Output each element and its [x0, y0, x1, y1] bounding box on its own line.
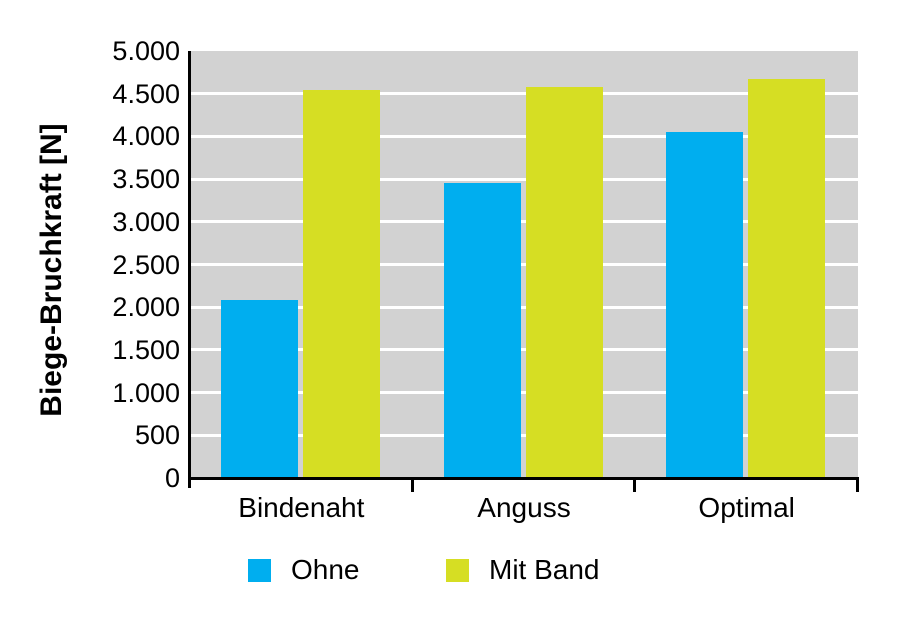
- gridline: [190, 220, 858, 224]
- y-tick-label: 500: [134, 420, 180, 451]
- y-tick-label: 4.000: [112, 121, 180, 152]
- x-axis-tick: [410, 477, 414, 492]
- gridline: [190, 263, 858, 266]
- gridline: [190, 134, 858, 138]
- y-tick-label: 2.500: [112, 249, 180, 280]
- gridline: [190, 305, 858, 309]
- bar-anguss-mit-band: [525, 86, 603, 478]
- legend-item-ohne: Ohne: [248, 555, 360, 585]
- y-tick-label: 1.500: [112, 334, 180, 365]
- gridline: [190, 391, 858, 395]
- bar-optimal-ohne: [666, 132, 744, 478]
- x-category-label-optimal: Optimal: [698, 492, 795, 523]
- y-tick-label: 3.000: [112, 206, 180, 237]
- legend-swatch-ohne: [248, 558, 271, 582]
- x-axis-tick: [633, 477, 637, 492]
- gridline: [190, 92, 858, 96]
- bar-optimal-mit-band: [748, 79, 826, 478]
- x-category-label-bindenaht: Bindenaht: [238, 492, 365, 523]
- bar-bindenaht-ohne: [221, 300, 298, 478]
- y-axis-line: [188, 51, 191, 488]
- gridline: [190, 433, 858, 437]
- legend-swatch-mit-band: [446, 558, 469, 582]
- gridline: [190, 348, 858, 352]
- legend-label: Ohne: [291, 554, 360, 585]
- y-tick-label: 4.500: [112, 78, 180, 109]
- x-category-label-anguss: Anguss: [477, 492, 571, 523]
- y-tick-label: 5.000: [112, 36, 180, 66]
- gridline: [190, 177, 858, 181]
- y-tick-label: 1.000: [112, 377, 180, 408]
- legend-item-mit-band: Mit Band: [446, 555, 600, 585]
- x-axis-tick: [856, 477, 859, 492]
- y-tick-label: 0: [164, 463, 180, 493]
- y-tick-label: 2.000: [112, 292, 180, 323]
- bar-bindenaht-mit-band: [303, 90, 380, 478]
- plot-area: [190, 51, 858, 478]
- y-tick-label: 3.500: [112, 164, 180, 195]
- legend-label: Mit Band: [489, 554, 600, 585]
- x-axis-line: [188, 477, 859, 480]
- bar-anguss-ohne: [443, 183, 521, 478]
